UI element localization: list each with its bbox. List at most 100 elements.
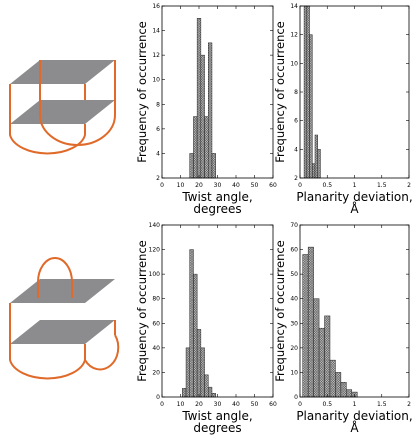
bar xyxy=(307,246,314,398)
y-tick-label: 80 xyxy=(152,296,160,303)
bar xyxy=(200,347,205,398)
plot-frame xyxy=(161,224,274,398)
x-tick-label: 10 xyxy=(177,401,185,408)
y-tick-label: 16 xyxy=(152,3,160,10)
histogram-1: 0 10 20 30 40 50 60 2 4 6 8 10 12 14 16 Frequency of oc… xyxy=(135,3,277,216)
bar xyxy=(208,386,213,398)
x-tick-label: 0 xyxy=(298,401,302,408)
lower-plane xyxy=(10,320,115,344)
y-tick-label: 10 xyxy=(152,77,160,84)
y-tick-label: 8 xyxy=(294,89,298,96)
bar xyxy=(189,153,194,179)
x-axis-label: degrees xyxy=(193,421,241,435)
y-tick-label: 12 xyxy=(290,32,298,39)
x-axis-label: Planarity deviation, xyxy=(296,409,412,423)
y-tick-label: 100 xyxy=(149,271,161,278)
bar xyxy=(340,382,347,398)
y-tick-label: 4 xyxy=(156,150,160,157)
y-tick-label: 10 xyxy=(290,369,298,376)
bar xyxy=(329,359,336,398)
y-tick-label: 40 xyxy=(290,296,298,303)
upper-plane xyxy=(10,279,115,303)
histogram-2: 0 0.5 1 1.5 2 2 4 6 8 10 12 14 Frequency of occurren… xyxy=(273,3,413,216)
y-tick-label: 12 xyxy=(152,52,160,59)
bar xyxy=(314,134,318,179)
x-tick-label: 40 xyxy=(232,182,240,189)
bar xyxy=(189,249,194,398)
bar xyxy=(193,116,198,179)
y-tick-label: 60 xyxy=(290,247,298,254)
y-tick-label: 140 xyxy=(149,222,161,229)
x-axis-label: Twist angle, xyxy=(181,190,252,204)
y-tick-label: 14 xyxy=(152,28,160,35)
x-axis-label: Å xyxy=(350,201,359,216)
y-tick-label: 30 xyxy=(290,320,298,327)
x-tick-label: 0 xyxy=(160,182,164,189)
bar xyxy=(324,315,331,398)
x-tick-label: 0.5 xyxy=(322,182,332,189)
x-tick-label: 30 xyxy=(214,182,222,189)
x-tick-label: 60 xyxy=(269,182,277,189)
bar xyxy=(346,389,353,398)
bar xyxy=(196,329,202,398)
y-tick-label: 20 xyxy=(290,345,298,352)
y-tick-label: 6 xyxy=(294,118,298,125)
y-axis-label: Frequency of occurrence xyxy=(135,240,149,382)
loop-back xyxy=(84,334,120,371)
y-tick-label: 70 xyxy=(290,222,298,229)
topology-top xyxy=(9,60,116,155)
y-tick-label: 60 xyxy=(152,320,160,327)
histogram-3: 0 10 20 30 40 50 60 0 20 40 60 80 100 120 140 Frequency… xyxy=(135,222,277,435)
topology-bottom xyxy=(9,257,120,380)
bar xyxy=(185,347,191,398)
y-tick-label: 8 xyxy=(156,101,160,108)
x-tick-label: 20 xyxy=(195,401,203,408)
loop-diagonal xyxy=(37,257,73,298)
x-tick-label: 0 xyxy=(298,182,302,189)
bar xyxy=(193,273,198,398)
x-tick-label: 1 xyxy=(353,401,357,408)
bar xyxy=(313,298,320,398)
plot-frame xyxy=(161,5,274,179)
bar xyxy=(306,5,310,179)
y-tick-label: 40 xyxy=(152,345,160,352)
x-tick-label: 30 xyxy=(214,401,222,408)
x-axis-label: Å xyxy=(350,420,359,435)
x-tick-label: 50 xyxy=(251,182,259,189)
x-tick-label: 0.5 xyxy=(322,401,332,408)
y-tick-label: 20 xyxy=(152,369,160,376)
x-tick-label: 1 xyxy=(353,182,357,189)
y-tick-label: 50 xyxy=(290,271,298,278)
upper-plane xyxy=(10,60,115,84)
x-tick-label: 50 xyxy=(251,401,259,408)
x-axis-label: Planarity deviation, xyxy=(296,190,412,204)
bar xyxy=(302,254,309,398)
bar xyxy=(200,54,205,179)
y-tick-label: 0 xyxy=(294,394,298,401)
x-tick-label: 20 xyxy=(195,182,203,189)
bar xyxy=(204,116,209,179)
bar xyxy=(182,388,187,398)
bar xyxy=(318,327,325,398)
loop-front-lateral xyxy=(9,84,86,155)
x-tick-label: 2 xyxy=(407,182,411,189)
bar xyxy=(309,34,313,179)
y-tick-label: 6 xyxy=(156,126,160,133)
y-tick-label: 10 xyxy=(290,60,298,67)
lower-plane xyxy=(10,100,115,124)
x-tick-label: 10 xyxy=(177,182,185,189)
loop-front-lateral xyxy=(9,303,86,380)
x-tick-label: 1.5 xyxy=(377,182,387,189)
y-axis-label: Frequency of occurrence xyxy=(273,21,287,163)
x-tick-label: 40 xyxy=(232,401,240,408)
y-tick-label: 120 xyxy=(149,247,161,254)
x-tick-label: 60 xyxy=(269,401,277,408)
bar xyxy=(317,149,321,179)
y-tick-label: 2 xyxy=(294,175,298,182)
bar xyxy=(196,18,202,179)
bar xyxy=(204,374,209,398)
x-axis-label: Twist angle, xyxy=(181,409,252,423)
